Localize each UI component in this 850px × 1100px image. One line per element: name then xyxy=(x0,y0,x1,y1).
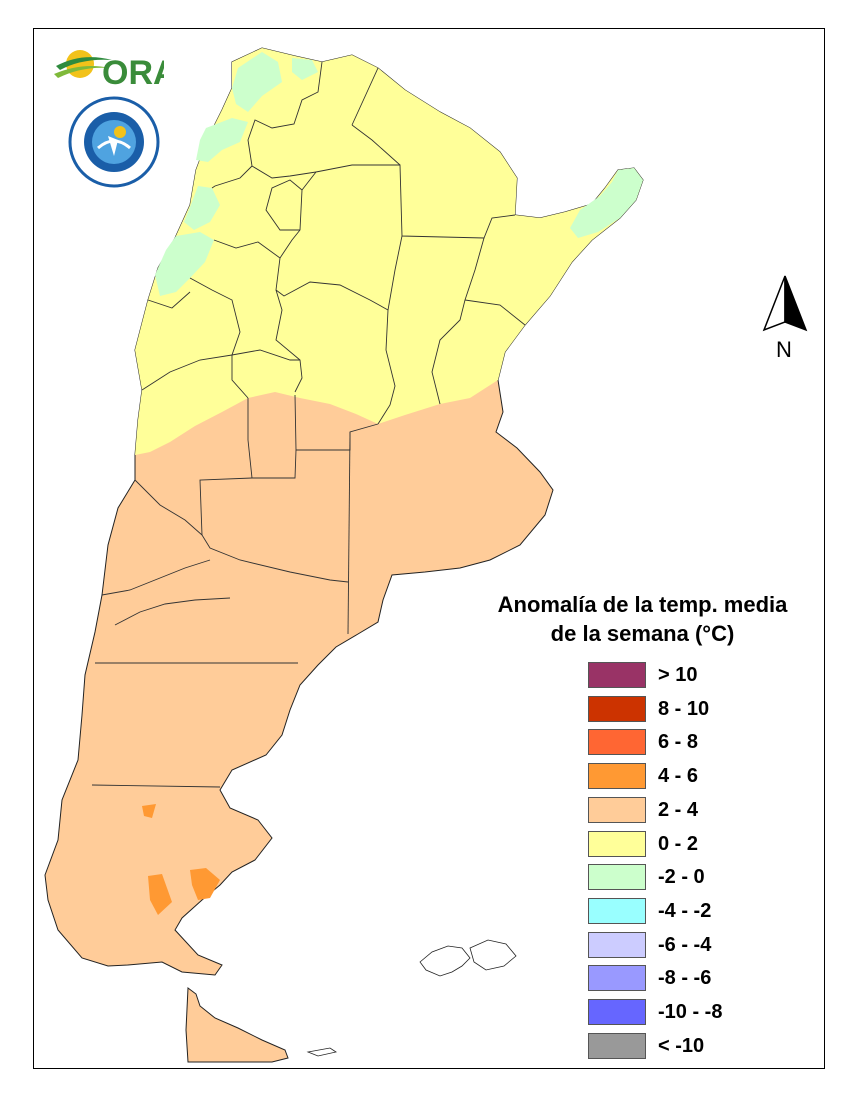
legend-item: 6 - 8 xyxy=(588,727,788,757)
north-arrow-icon xyxy=(762,275,808,332)
province-borders xyxy=(91,61,526,788)
legend-swatch xyxy=(588,999,646,1025)
zone-misiones xyxy=(570,168,643,238)
legend-item: 8 - 10 xyxy=(588,694,788,724)
legend-title-line1: Anomalía de la temp. media xyxy=(497,592,788,617)
legend-item: 2 - 4 xyxy=(588,795,788,825)
legend-label: 6 - 8 xyxy=(658,731,699,754)
legend-label: < -10 xyxy=(658,1034,705,1057)
legend-swatch xyxy=(588,931,646,958)
legend-swatch xyxy=(588,864,646,891)
legend-swatch xyxy=(588,729,646,756)
legend-item: -10 - -8 xyxy=(588,997,788,1027)
legend-swatch xyxy=(588,897,646,924)
legend-item: > 10 xyxy=(588,660,788,690)
legend-label: 0 - 2 xyxy=(658,832,699,855)
legend: Anomalía de la temp. media de la semana … xyxy=(470,590,815,1059)
legend-label: > 10 xyxy=(658,664,698,686)
isla-de-los-estados xyxy=(306,1047,338,1057)
legend-label: 4 - 6 xyxy=(658,765,699,788)
legend-item: -8 - -6 xyxy=(588,963,788,993)
legend-label: -6 - -4 xyxy=(658,933,712,956)
legend-swatch xyxy=(588,1032,646,1059)
legend-swatch xyxy=(588,830,646,857)
legend-swatch xyxy=(588,662,646,688)
legend-swatch xyxy=(588,695,646,722)
legend-label: -4 - -2 xyxy=(658,899,712,922)
legend-item: 0 - 2 xyxy=(588,829,788,859)
legend-label: 2 - 4 xyxy=(658,798,699,821)
islas-malvinas xyxy=(419,939,517,977)
legend-label: 8 - 10 xyxy=(658,697,710,720)
zone-andes-4 xyxy=(184,186,220,230)
legend-item: -4 - -2 xyxy=(588,896,788,926)
zone-spot-3 xyxy=(190,868,220,900)
smn-seal-icon xyxy=(68,96,160,188)
ora-logo-icon: ORA xyxy=(54,50,164,92)
ora-text: ORA xyxy=(102,54,164,92)
legend-item: -2 - 0 xyxy=(588,862,788,892)
legend-title-line2: de la semana (°C) xyxy=(550,621,735,646)
legend-item: < -10 xyxy=(588,1031,788,1061)
legend-swatch xyxy=(588,965,646,992)
north-label: N xyxy=(776,337,792,362)
legend-label: -2 - 0 xyxy=(658,866,705,889)
zone-spot-2 xyxy=(148,874,172,915)
zone-andes-2 xyxy=(292,58,318,80)
zone-spot-1 xyxy=(142,804,156,818)
legend-swatch xyxy=(588,763,646,790)
legend-label: -8 - -6 xyxy=(658,967,712,990)
zone-north xyxy=(135,48,643,455)
zone-andes-3 xyxy=(196,118,248,162)
legend-title: Anomalía de la temp. media de la semana … xyxy=(470,590,815,648)
zone-andes-5 xyxy=(155,232,214,296)
legend-item: 4 - 6 xyxy=(588,761,788,791)
legend-label: -10 - -8 xyxy=(658,1001,723,1023)
zone-andes-1 xyxy=(232,52,282,112)
tierra-del-fuego xyxy=(185,987,289,1063)
legend-swatch xyxy=(588,796,646,823)
legend-item: -6 - -4 xyxy=(588,930,788,960)
